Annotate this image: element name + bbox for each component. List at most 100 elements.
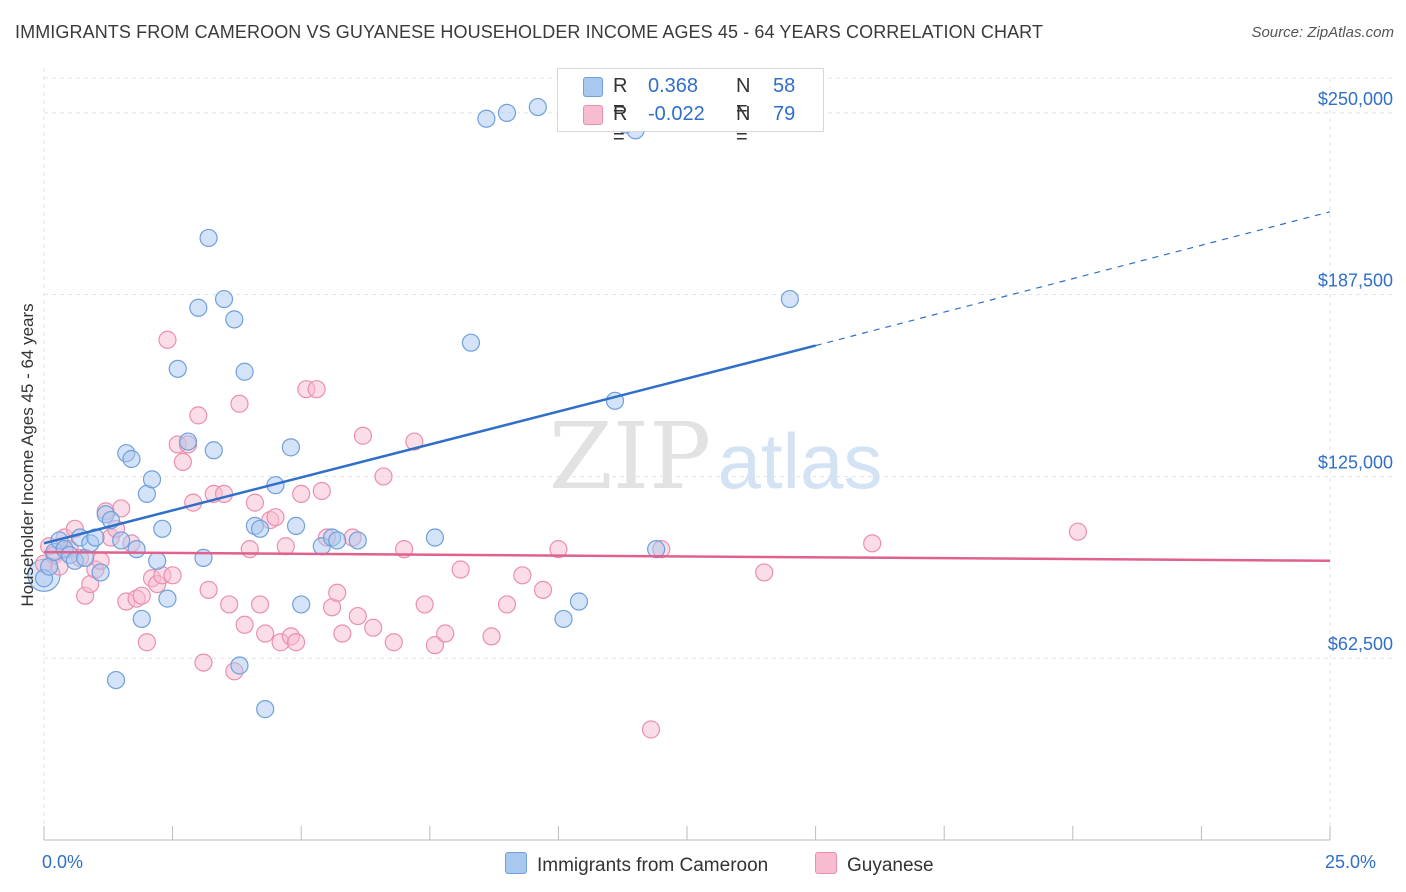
source-label: Source: ZipAtlas.com	[1251, 24, 1394, 41]
y-tick-labels: $62,500 $125,000 $187,500 $250,000	[1318, 89, 1393, 654]
scatter-point-cameroon	[235, 362, 254, 381]
axes	[43, 826, 1331, 841]
trend-lines	[43, 211, 1331, 563]
legend-swatch-cameroon	[583, 77, 603, 97]
scatter-point-guyanese	[482, 627, 501, 646]
scatter-point-cameroon	[158, 589, 177, 608]
legend-n-label: N =	[736, 75, 751, 120]
scatter-point-guyanese	[240, 540, 259, 559]
legend-n-value: 58	[773, 75, 796, 97]
scatter-point-guyanese	[312, 481, 331, 501]
scatter-point-guyanese	[384, 633, 403, 652]
scatter-point-cameroon	[497, 103, 517, 123]
y-tick-label: $62,500	[1328, 634, 1393, 654]
scatter-point-cameroon	[112, 531, 131, 550]
scatter-point-guyanese	[353, 426, 373, 445]
scatter-point-cameroon	[554, 609, 573, 629]
bottom-legend-label-guyanese: Guyanese	[847, 855, 934, 876]
bottom-legend-swatch-guyanese	[815, 852, 837, 874]
scatter-point-guyanese	[256, 624, 275, 643]
scatter-point-cameroon	[256, 700, 275, 719]
legend-r-value: -0.022	[648, 103, 705, 125]
scatter-point-cameroon	[647, 540, 666, 559]
scatter-point-guyanese	[425, 636, 445, 655]
scatter-point-guyanese	[755, 563, 774, 582]
legend-r-value: 0.368	[648, 75, 699, 97]
scatter-point-guyanese	[863, 534, 882, 553]
scatter-point-guyanese	[266, 508, 285, 527]
scatter-point-guyanese	[276, 537, 295, 556]
scatter-point-cameroon	[328, 531, 347, 550]
scatter-point-cameroon	[292, 595, 311, 614]
legend-r-label: R =	[613, 75, 628, 120]
scatter-point-guyanese	[245, 493, 265, 512]
scatter-point-cameroon	[148, 551, 167, 570]
scatter-point-guyanese	[415, 595, 434, 614]
scatter-point-cameroon	[127, 540, 146, 559]
scatter-point-guyanese	[163, 566, 182, 585]
scatter-point-guyanese	[497, 595, 517, 614]
scatter-point-guyanese	[333, 624, 352, 643]
scatter-point-guyanese	[194, 653, 213, 672]
scatter-point-guyanese	[230, 394, 249, 413]
y-tick-label: $125,000	[1318, 452, 1393, 472]
scatter-point-guyanese	[364, 618, 383, 637]
scatter-point-cameroon	[780, 289, 799, 309]
scatter-point-guyanese	[374, 467, 393, 486]
scatter-point-cameroon	[153, 519, 172, 538]
trend-line-cameroon	[43, 344, 816, 545]
scatter-point-cameroon	[106, 670, 126, 690]
legend-swatch-guyanese	[583, 105, 603, 125]
scatter-point-guyanese	[1068, 522, 1088, 541]
x-tick-min: 0.0%	[42, 852, 84, 872]
legend-n-label: N =	[736, 103, 751, 148]
scatter-point-guyanese	[641, 720, 661, 739]
scatter-point-cameroon	[286, 516, 306, 535]
scatter-point-cameroon	[168, 359, 187, 378]
bottom-legend-guyanese[interactable]: Guyanese	[815, 852, 934, 877]
watermark-zip: ZIP	[549, 403, 711, 510]
scatter-point-cameroon	[189, 298, 208, 317]
scatter-point-guyanese	[513, 566, 532, 585]
scatter-point-cameroon	[214, 289, 234, 309]
scatter-point-guyanese	[199, 580, 218, 599]
scatter-point-guyanese	[533, 580, 553, 599]
scatter-point-guyanese	[436, 624, 455, 643]
scatter-point-guyanese	[137, 633, 156, 652]
scatter-point-cameroon	[132, 609, 151, 629]
scatter-point-cameroon	[477, 109, 496, 128]
scatter-point-guyanese	[132, 586, 151, 605]
scatter-point-guyanese	[250, 595, 270, 614]
scatter-point-guyanese	[307, 380, 326, 399]
scatter-point-guyanese	[292, 484, 311, 504]
points	[27, 97, 1088, 739]
scatter-point-cameroon	[91, 563, 110, 582]
scatter-point-guyanese	[158, 330, 177, 349]
bottom-legend-cameroon[interactable]: Immigrants from Cameroon	[505, 852, 768, 877]
scatter-point-cameroon	[461, 333, 481, 352]
scatter-point-cameroon	[122, 449, 141, 469]
y-tick-label: $250,000	[1318, 89, 1393, 109]
bottom-legend-label-cameroon: Immigrants from Cameroon	[537, 855, 769, 876]
scatter-point-guyanese	[286, 633, 306, 652]
scatter-point-guyanese	[189, 406, 208, 425]
scatter-point-cameroon	[230, 656, 249, 675]
trend-line-guyanese	[43, 550, 1331, 563]
watermark-atlas: atlas	[718, 417, 883, 505]
scatter-point-guyanese	[328, 583, 347, 602]
scatter-point-guyanese	[173, 452, 192, 472]
scatter-point-cameroon	[225, 310, 244, 329]
scatter-point-cameroon	[178, 432, 198, 451]
watermark: ZIP atlas	[549, 403, 882, 510]
scatter-point-cameroon	[199, 228, 218, 248]
scatter-point-cameroon	[348, 531, 367, 550]
scatter-point-cameroon	[204, 441, 223, 460]
scatter-point-guyanese	[451, 560, 470, 579]
trend-line-cameroon-extension	[815, 211, 1331, 347]
scatter-point-cameroon	[425, 528, 445, 547]
y-axis-label: Householder Income Ages 45 - 64 years	[18, 303, 37, 607]
scatter-point-guyanese	[405, 432, 424, 451]
scatter-point-guyanese	[549, 540, 568, 559]
legend-r-label: R =	[613, 103, 628, 148]
